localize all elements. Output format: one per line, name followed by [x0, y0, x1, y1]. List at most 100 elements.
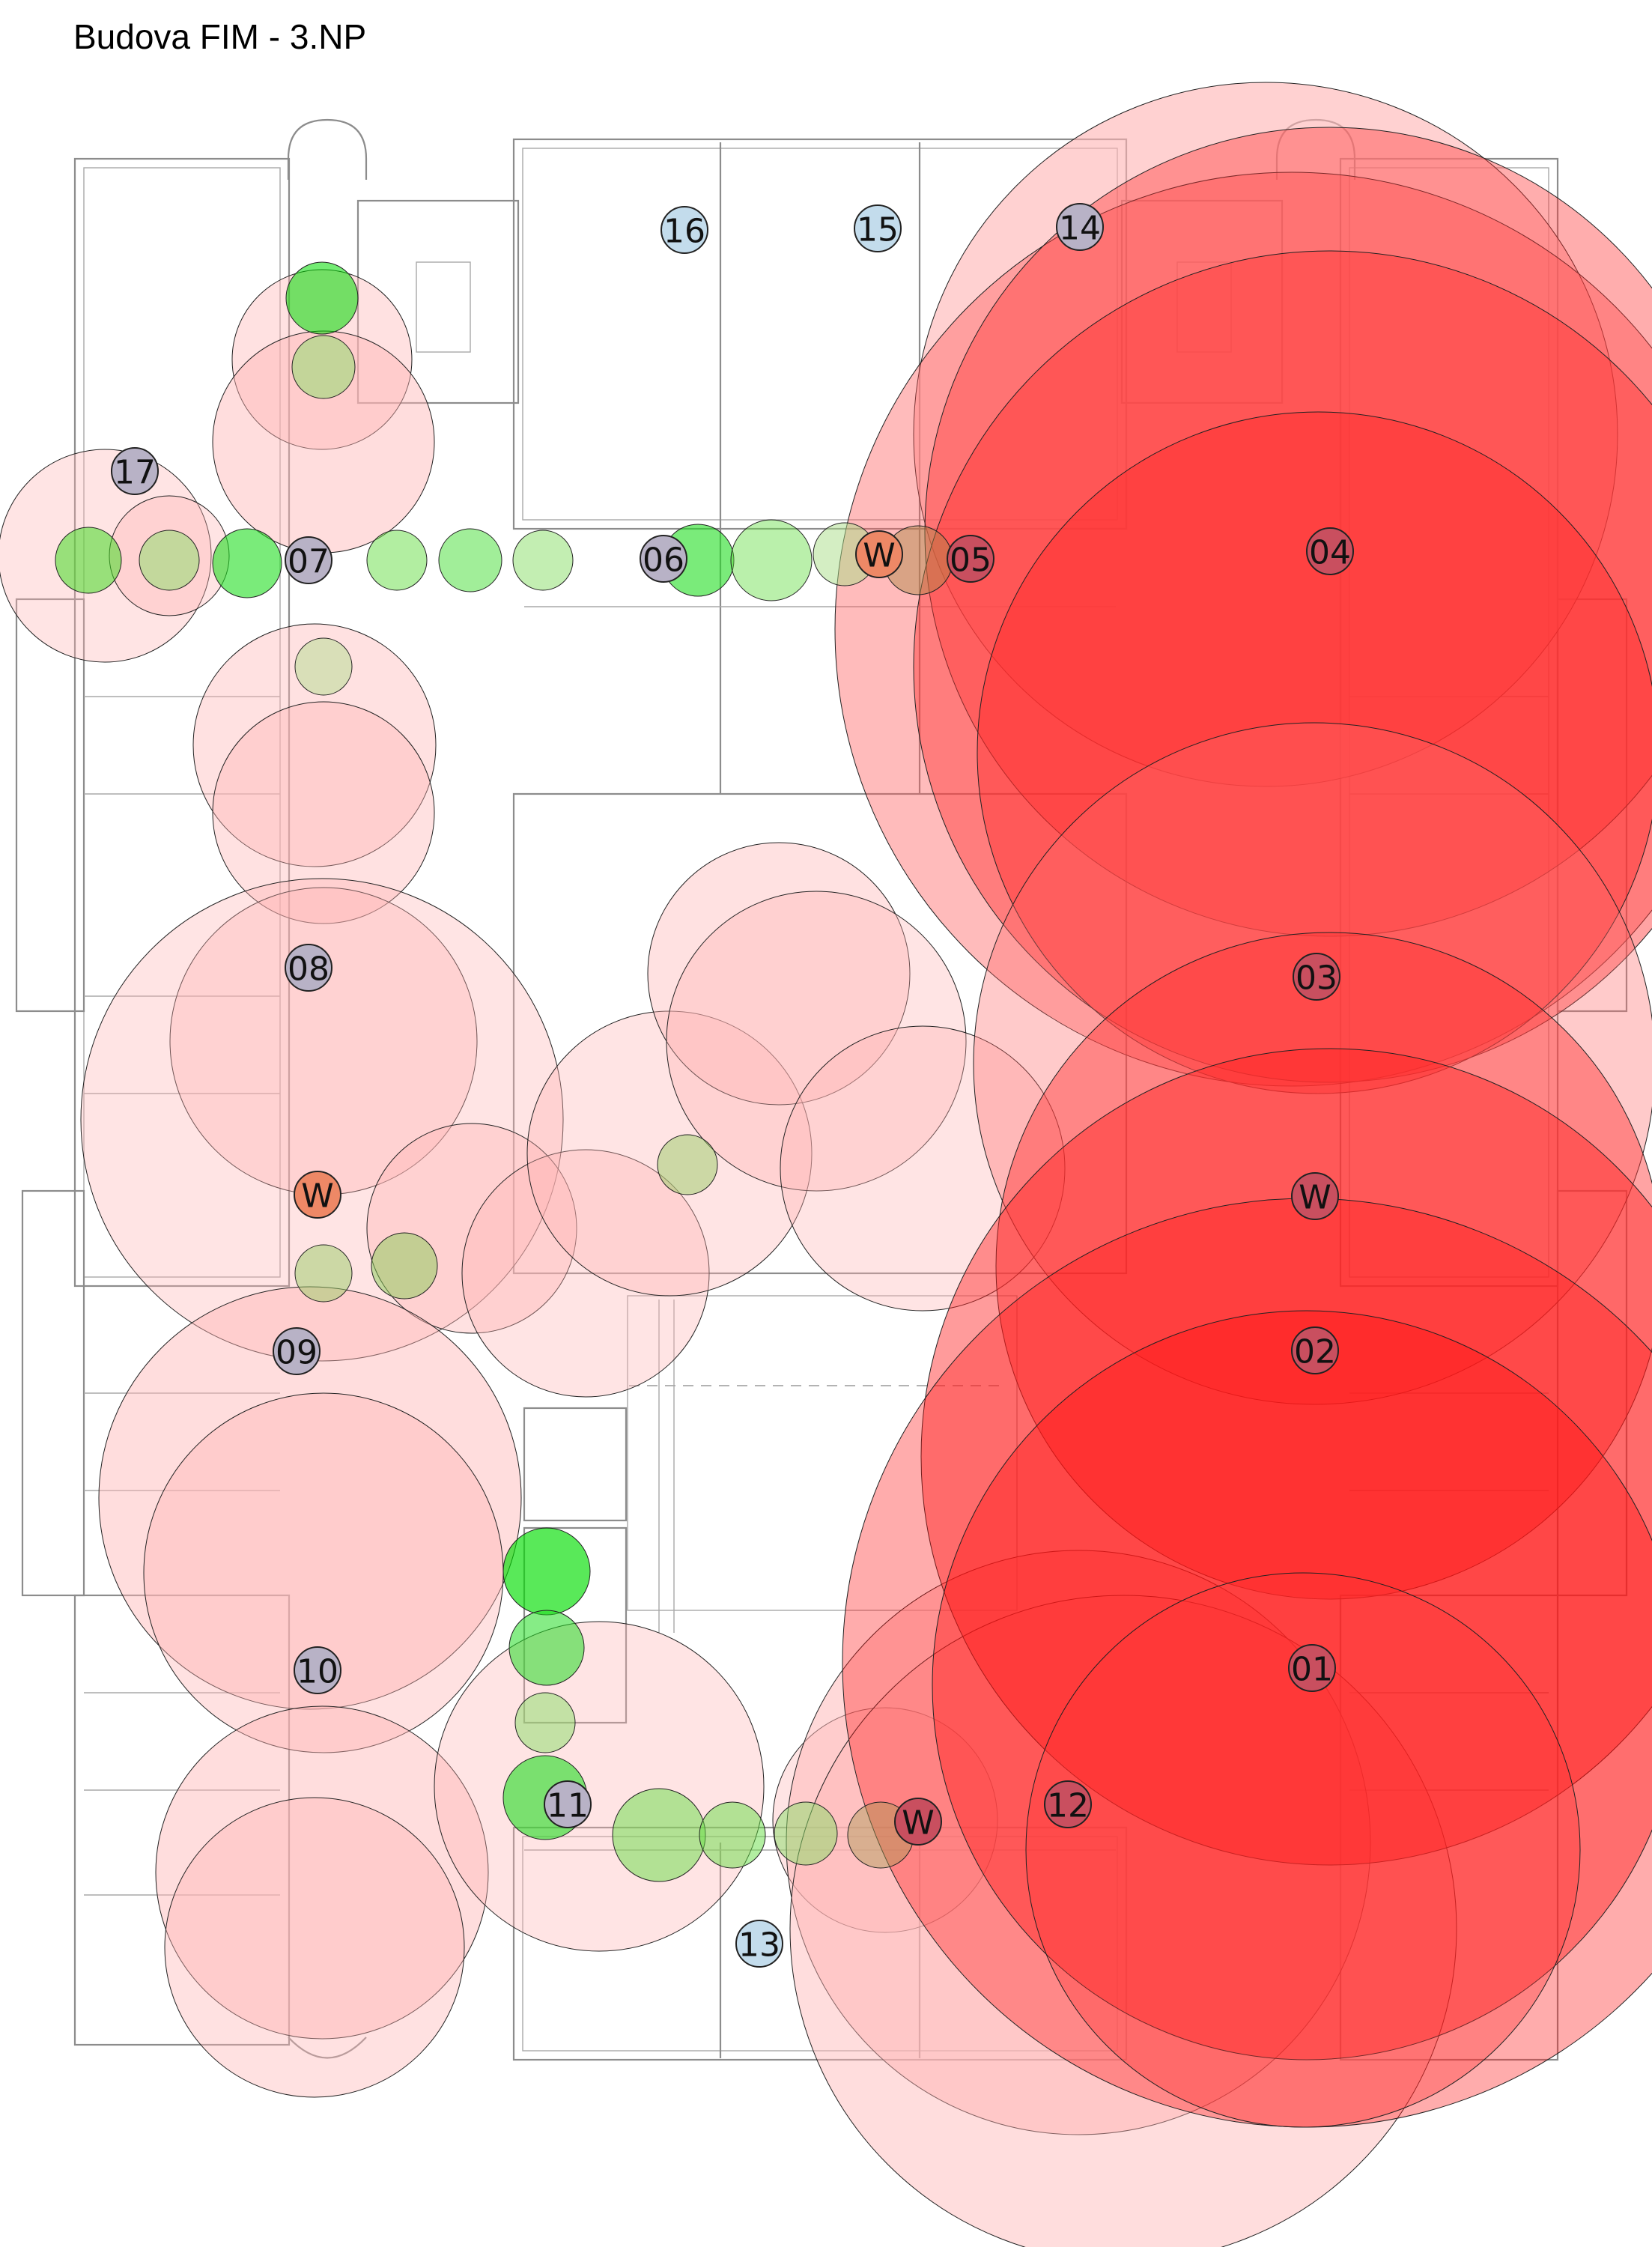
signal-bubble	[212, 701, 435, 924]
marker-label: W	[863, 537, 896, 575]
marker-label: 02	[1294, 1333, 1336, 1371]
marker-label: 17	[114, 454, 156, 492]
signal-bubble	[730, 519, 813, 601]
signal-bubble	[666, 891, 967, 1192]
signal-bubble	[502, 1527, 591, 1616]
access-point-marker[interactable]: 04	[1306, 527, 1354, 575]
marker-circle	[661, 206, 708, 254]
signal-bubble	[294, 1244, 353, 1303]
signal-bubble	[508, 1610, 585, 1686]
signal-bubble	[80, 878, 564, 1362]
signal-bubble	[285, 261, 359, 335]
marker-circle	[1044, 1780, 1092, 1828]
access-point-marker[interactable]: 03	[1293, 953, 1340, 1001]
signal-bubble	[55, 527, 122, 594]
signal-bubble	[139, 530, 200, 591]
marker-label: W	[1299, 1179, 1331, 1217]
signal-bubble	[514, 1692, 576, 1753]
marker-circle	[285, 536, 332, 584]
marker-label: 01	[1291, 1651, 1333, 1689]
marker-label: 12	[1047, 1787, 1089, 1825]
access-point-marker[interactable]: 07	[285, 536, 332, 584]
access-point-marker[interactable]: 13	[735, 1920, 783, 1968]
access-point-marker[interactable]: 16	[661, 206, 708, 254]
marker-circle	[640, 535, 687, 583]
marker-circle	[1288, 1644, 1336, 1692]
marker-circle	[1306, 527, 1354, 575]
marker-circle	[544, 1780, 592, 1828]
access-point-marker[interactable]: 11	[544, 1780, 592, 1828]
map-title: Budova FIM - 3.NP	[73, 17, 367, 56]
signal-bubble	[913, 82, 1618, 787]
signal-bubble	[212, 528, 282, 598]
signal-bubble	[155, 1705, 489, 2040]
signal-bubble	[647, 842, 911, 1106]
marker-label: 06	[643, 542, 684, 580]
access-point-marker[interactable]: 17	[111, 447, 159, 495]
marker-label: 15	[857, 211, 899, 249]
access-point-marker[interactable]: W	[894, 1798, 942, 1846]
access-point-marker[interactable]: 12	[1044, 1780, 1092, 1828]
access-point-marker[interactable]: W	[1291, 1172, 1339, 1220]
signal-bubble	[143, 1392, 504, 1753]
signal-bubble	[995, 932, 1652, 1600]
signal-bubble	[438, 528, 502, 592]
signal-bubble	[192, 623, 437, 867]
marker-circle	[735, 1920, 783, 1968]
access-point-marker[interactable]: 06	[640, 535, 687, 583]
marker-circle	[273, 1327, 321, 1375]
access-point-marker[interactable]: 05	[947, 535, 994, 583]
access-point-marker[interactable]: 01	[1288, 1644, 1336, 1692]
signal-bubble	[1025, 1572, 1581, 2128]
marker-label: 09	[276, 1334, 318, 1372]
signal-bubbles-strong	[834, 127, 1652, 2128]
marker-label: 11	[547, 1787, 589, 1825]
access-point-marker[interactable]: 09	[273, 1327, 321, 1375]
signal-bubble	[434, 1621, 765, 1952]
signal-bubble	[294, 637, 353, 696]
signal-bubble	[512, 530, 574, 591]
marker-label: W	[902, 1804, 935, 1843]
signal-bubble	[699, 1801, 766, 1869]
signal-bubble	[164, 1797, 465, 2098]
signal-bubble	[774, 1801, 838, 1866]
marker-circle	[1291, 1326, 1339, 1374]
marker-circle	[855, 530, 903, 578]
signal-bubble	[291, 335, 356, 399]
signal-bubble	[977, 411, 1652, 1094]
signal-bubble	[913, 250, 1652, 1083]
signal-bubble	[924, 127, 1652, 937]
access-point-marker[interactable]: 15	[854, 204, 902, 252]
access-point-marker[interactable]: W	[294, 1171, 341, 1219]
marker-label: 14	[1059, 210, 1101, 248]
marker-label: W	[301, 1177, 334, 1216]
signal-bubble	[461, 1149, 710, 1398]
signal-bubble	[612, 1788, 706, 1882]
marker-circle	[894, 1798, 942, 1846]
marker-circle	[294, 1171, 341, 1219]
marker-label: 13	[738, 1926, 780, 1965]
marker-circle	[1293, 953, 1340, 1001]
marker-circle	[854, 204, 902, 252]
signal-bubble	[371, 1232, 438, 1300]
marker-circle	[947, 535, 994, 583]
access-point-marker[interactable]: W	[855, 530, 903, 578]
access-point-marker[interactable]: 14	[1056, 203, 1104, 251]
marker-label: 07	[288, 543, 330, 581]
access-point-marker[interactable]: 08	[285, 944, 332, 992]
marker-circle	[1291, 1172, 1339, 1220]
signal-bubble	[366, 530, 428, 591]
marker-label: 10	[297, 1653, 338, 1691]
signal-bubble	[789, 1595, 1457, 2247]
marker-label: 05	[950, 542, 991, 580]
marker-circle	[111, 447, 159, 495]
signal-bubble	[834, 172, 1652, 1087]
access-point-marker[interactable]: 02	[1291, 1326, 1339, 1374]
marker-label: 04	[1309, 534, 1351, 572]
access-point-marker[interactable]: 10	[294, 1646, 341, 1694]
signal-bubble	[932, 1310, 1652, 2060]
signal-bubble	[780, 1025, 1066, 1311]
access-point-markers: 16 15 14 17 07 06 W 05 04 08 03 W W 09 02 10 01 11 W 12 13	[111, 203, 1354, 1968]
marker-circle	[294, 1646, 341, 1694]
